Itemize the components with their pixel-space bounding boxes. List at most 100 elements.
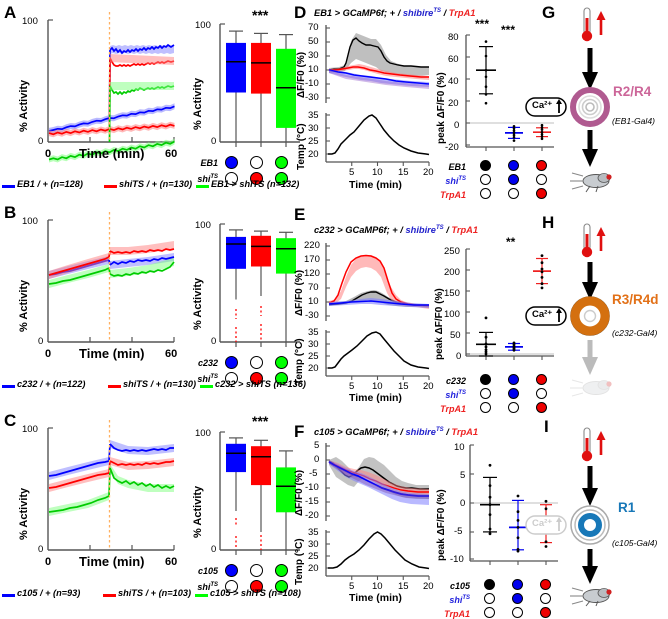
panel-i-ring-label: R1 [618, 500, 636, 515]
legend-label-b-3: c232 > shiTS (n=136) [215, 379, 306, 389]
arrow-down-primary [582, 466, 598, 506]
panel-e-ytick-2: 120 [304, 268, 320, 279]
panel-c-significance: *** [252, 413, 269, 429]
panel-d-sig-1: *** [475, 17, 490, 31]
panel-e-sc-tick-1: 200 [444, 267, 460, 278]
panel-f-ytick-3: -10 [305, 482, 319, 493]
scatter-group-blue [509, 494, 527, 553]
geno-dot-d-r3c1 [480, 188, 491, 199]
row2-sup: TS [458, 390, 466, 396]
geno-dot-f-r2c3 [540, 593, 551, 604]
box-red [251, 439, 271, 550]
geno-dot-e-r1c1 [480, 374, 491, 385]
ring-neuron-r2r4 [570, 87, 610, 127]
panel-c-ytick-top: 100 [22, 424, 38, 435]
panel-a-box-ylabel: % Activity [192, 77, 204, 130]
geno-dot-f-r1c1 [484, 579, 495, 590]
panel-c-xtick-right: 60 [165, 556, 178, 568]
panel-d-sc-tick-0: 80 [448, 32, 459, 43]
panel-d-ytick-3: 10 [308, 64, 319, 75]
panel-d-xtick-5: 5 [349, 167, 355, 178]
row2-sup: TS [210, 374, 218, 380]
geno-dot-f-r3c2 [512, 607, 523, 618]
panel-a-ylabel: % Activity [18, 79, 30, 132]
panel-c-box-ytick-top: 100 [195, 428, 211, 439]
geno-dot-c-r1c1 [225, 564, 238, 577]
panel-g-ring-label: R2/R4 [613, 84, 652, 99]
panel-c-xlabel: Time (min) [79, 554, 145, 569]
temperature-up-arrow-icon [596, 431, 606, 455]
calcium-increase-badge [525, 97, 567, 117]
legend-line-a-1 [2, 185, 15, 188]
panel-h-ring-label: R3/R4d [612, 292, 659, 307]
panel-e-temp-ylabel: Temp (°C) [294, 338, 305, 385]
legend-label-c-3: c105 > shiTS (n=108) [210, 588, 301, 598]
legend-line-b-3 [200, 385, 213, 388]
legend-line-c-1 [2, 594, 15, 597]
row2-text: shi [197, 174, 211, 184]
panel-d-title: EB1 > GCaMP6f; + / shibireTS / TrpA1 [314, 8, 475, 18]
panel-d-sc-tick-4: 0 [454, 120, 460, 131]
ring-neuron-r3r4d [570, 296, 610, 336]
panel-e-sc-tick-2: 150 [444, 288, 460, 299]
geno-dot-e-r3c1 [480, 402, 491, 413]
panel-f-label: F [294, 422, 305, 441]
thermometer-icon [581, 7, 593, 42]
panel-d-scatter-ylabel: peak ΔF/F0 (%) [436, 72, 447, 144]
panel-e-ytick-4: 10 [308, 296, 319, 307]
panel-f-sc-tick-1: 5 [460, 470, 466, 481]
geno-dot-d-r1c2 [508, 160, 519, 171]
panel-a: A 100 0 % Activity [0, 0, 300, 195]
row2-sup: TS [210, 582, 218, 588]
box-blue [226, 30, 246, 142]
scatter-group-red [533, 254, 551, 290]
geno-dot-a-r1c2 [250, 156, 263, 169]
panel-i-ca-label: Ca²⁺ [532, 518, 553, 529]
panel-f-sc-tick-2: 0 [460, 498, 466, 509]
title-shibire-sup: TS [435, 225, 444, 231]
panel-b-box-ytick-bottom: 0 [211, 336, 217, 347]
panel-f-ytick-4: -15 [305, 496, 319, 507]
title-slash: / [443, 225, 452, 236]
geno-dot-e-r2c2 [508, 388, 519, 399]
panel-e: E c232 > GCaMP6f; + / shibireTS / TrpA1 … [292, 200, 554, 414]
panel-b-label: B [4, 203, 17, 222]
arrow-down-secondary-inactive [582, 340, 598, 375]
fly-icon [570, 172, 612, 193]
panel-b-xtick-left: 0 [45, 348, 52, 360]
panel-f-ytick-1: 0 [314, 454, 320, 465]
row2-text: shi [445, 176, 459, 186]
title-slash: / [441, 8, 449, 19]
ring-neuron-r1 [570, 505, 610, 545]
panel-g: G [524, 0, 668, 195]
geno-dot-e-r2c1 [480, 388, 491, 399]
geno-dot-d-r2c1 [480, 174, 491, 185]
geno-dot-b-r1c1 [225, 356, 238, 369]
panel-d-xlabel: Time (min) [349, 179, 402, 191]
panel-i: I [524, 400, 668, 607]
panel-g-label: G [542, 3, 556, 22]
panel-i-label: I [544, 417, 549, 436]
panel-e-xtick-20: 20 [423, 381, 434, 392]
box-blue [226, 229, 246, 342]
scatter-group-blue [505, 341, 523, 352]
panel-b: B 100 0 % Activity [0, 200, 306, 395]
title-part-1: c232 > GCaMP6f; + / [314, 225, 406, 236]
panel-e-sc-tick-3: 100 [444, 309, 460, 320]
geno-dot-c-r1c2 [250, 564, 263, 577]
geno-dot-b-r1c3 [275, 356, 288, 369]
panel-d-xtick-10: 10 [372, 167, 383, 178]
scatter-group-red [533, 123, 551, 141]
panel-a-geno-row2-label: shiTS [188, 174, 218, 184]
panel-d-sc-tick-5: -20 [445, 142, 459, 153]
geno-dot-f-r2c1 [484, 593, 495, 604]
legend-label-c-1: c105 / + (n=93) [17, 588, 81, 598]
title-part-1: EB1 > GCaMP6f; + / [314, 8, 403, 19]
panel-a-box-ytick-top: 100 [195, 20, 211, 31]
panel-d-xtick-20: 20 [423, 167, 434, 178]
geno-dot-b-r2c2 [250, 372, 263, 385]
temperature-up-arrow-icon [596, 11, 606, 35]
panel-h-gal4-label: (c232-Gal4) [612, 328, 658, 338]
legend-label-b-1: c232 / + (n=122) [17, 379, 86, 389]
panel-d-geno-row3-label: TrpA1 [440, 190, 466, 200]
